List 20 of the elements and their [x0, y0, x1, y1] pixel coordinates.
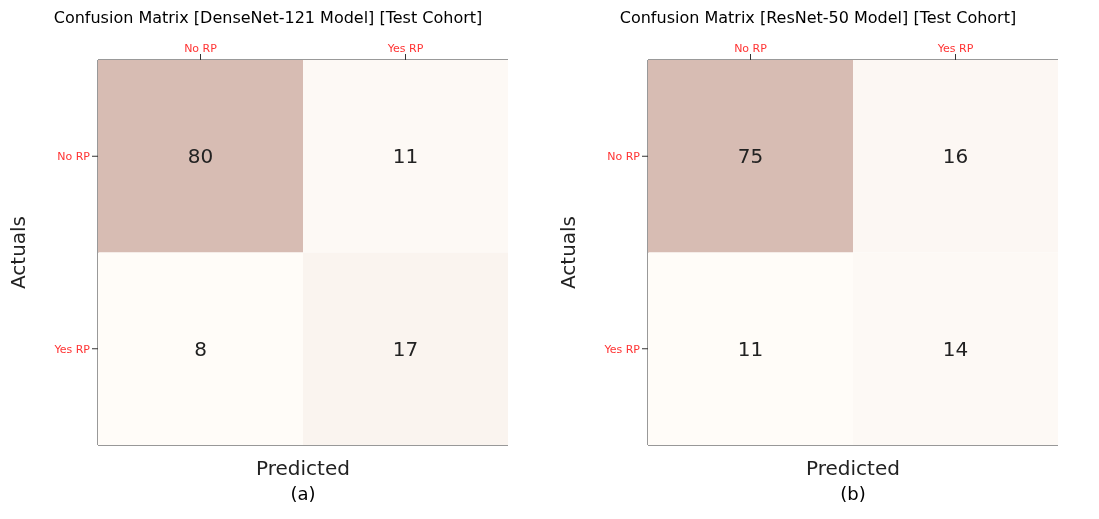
x-tick-label: No RP: [734, 42, 768, 55]
data-label: 8: [194, 336, 207, 361]
text: (b): [839, 483, 867, 505]
x-tick-label: No RP: [184, 42, 218, 55]
chart-title: Confusion Matrix [ResNet-50 Model] [Test Cohort]: [618, 8, 1018, 29]
data-label: 17: [392, 336, 419, 361]
data-label: 80: [187, 144, 214, 169]
data-label: 75: [737, 144, 764, 169]
data-label: 14: [942, 336, 969, 361]
x-tick-label: Yes RP: [936, 42, 974, 55]
x-tick-label: Yes RP: [386, 42, 424, 55]
data-label: 11: [392, 144, 419, 169]
chart-title: Confusion Matrix [DenseNet-121 Model] [Test Cohort]: [52, 8, 484, 29]
text: (a): [289, 483, 317, 505]
data-label: 11: [737, 336, 764, 361]
x-axis-title: Predicted: [256, 456, 350, 480]
data-label: 16: [942, 144, 969, 169]
x-axis-title: Predicted: [806, 456, 900, 480]
y-axis-title: Actuals: [6, 215, 31, 290]
y-axis-title: Actuals: [556, 215, 581, 290]
